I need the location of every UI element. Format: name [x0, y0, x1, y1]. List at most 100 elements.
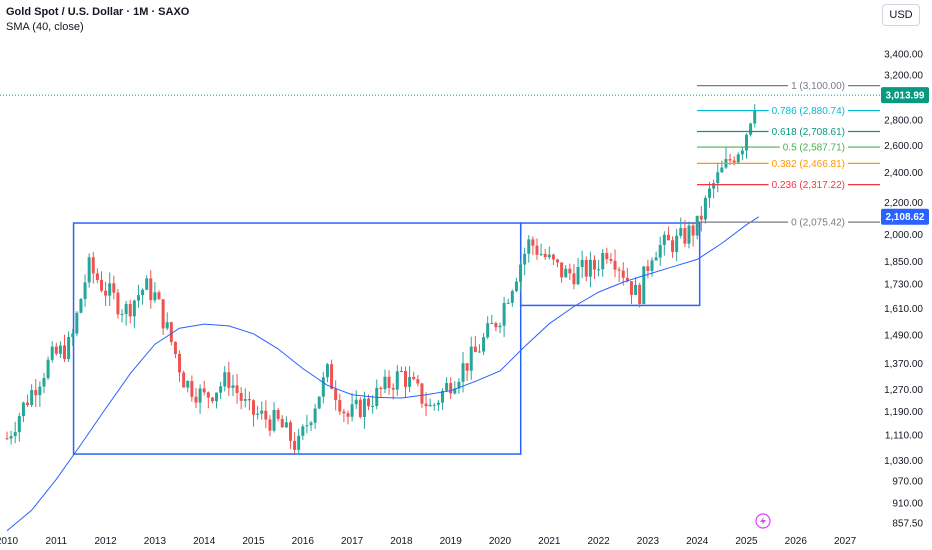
candle — [358, 397, 362, 419]
candle — [186, 380, 190, 393]
candle — [617, 266, 621, 283]
candle — [17, 412, 21, 442]
candle — [642, 266, 646, 305]
price-tick-label: 1,270.00 — [884, 385, 923, 396]
candle — [745, 133, 748, 159]
candle — [71, 328, 75, 347]
candle — [342, 408, 346, 423]
candle — [190, 375, 194, 402]
candle — [609, 252, 613, 264]
price-tick-label: 1,030.00 — [884, 456, 923, 467]
candle — [531, 236, 535, 256]
fib-level[interactable]: 0.382 (2,466.81) — [697, 157, 880, 171]
fib-level[interactable]: 0 (2,075.42) — [697, 216, 880, 230]
lightning-icon[interactable] — [755, 513, 771, 529]
time-axis[interactable]: 2010 2011 2012 2013 2014 2015 2016 2017 2018 2019… — [0, 536, 857, 547]
candle — [629, 281, 633, 304]
candle — [252, 399, 255, 427]
candle — [268, 415, 272, 437]
candle — [223, 366, 227, 392]
candle — [613, 249, 617, 278]
candle — [601, 248, 605, 277]
fib-level[interactable]: 0.618 (2,708.61) — [697, 126, 880, 140]
candle — [112, 275, 116, 300]
fib-level[interactable]: 0.236 (2,317.22) — [697, 179, 880, 193]
candle — [325, 362, 329, 383]
candle — [161, 299, 165, 335]
candle — [519, 260, 523, 292]
fib-level-label: 0 (2,075.42) — [791, 218, 845, 229]
candle — [194, 387, 198, 408]
candle — [399, 366, 403, 373]
candle — [592, 255, 596, 280]
time-tick-label: 2014 — [193, 536, 216, 547]
candle — [42, 373, 46, 394]
candle — [215, 392, 219, 409]
time-tick-label: 2013 — [144, 536, 167, 547]
candle — [732, 156, 736, 166]
candle — [502, 296, 506, 338]
time-tick-label: 2024 — [686, 536, 709, 547]
candle — [120, 309, 124, 323]
price-tick-label: 1,110.00 — [885, 431, 924, 442]
candle — [297, 428, 301, 455]
candle — [436, 399, 440, 412]
symbol-title[interactable]: Gold Spot / U.S. Dollar · 1M · SAXO — [6, 6, 190, 18]
fib-level-label: 0.618 (2,708.61) — [772, 127, 845, 138]
candle — [124, 300, 128, 326]
sma-line — [6, 216, 760, 532]
indicator-label[interactable]: SMA (40, close) — [6, 21, 84, 33]
candle — [182, 370, 186, 388]
price-tick-label: 3,400.00 — [884, 50, 923, 61]
candle — [301, 424, 305, 440]
candle — [30, 384, 34, 408]
candle — [34, 379, 38, 407]
time-tick-label: 2026 — [785, 536, 808, 547]
candle — [313, 403, 317, 429]
candle — [605, 247, 609, 264]
candle — [116, 288, 120, 319]
candle — [231, 374, 235, 397]
candle — [482, 332, 486, 356]
candle — [5, 431, 9, 440]
range-box-1[interactable] — [72, 222, 522, 455]
candle — [576, 257, 580, 286]
candle — [334, 380, 338, 411]
candle — [227, 361, 231, 396]
candle — [473, 335, 477, 353]
price-tags: 3,013.99 2,108.62 — [881, 87, 929, 225]
candle — [108, 272, 112, 306]
range-box-2[interactable] — [519, 222, 701, 307]
candle — [753, 104, 757, 128]
candle — [724, 147, 728, 169]
candle — [486, 316, 490, 339]
svg-text:3,013.99: 3,013.99 — [886, 91, 925, 102]
candle — [395, 365, 399, 396]
fib-level[interactable]: 0.786 (2,880.74) — [697, 105, 880, 119]
candle — [498, 322, 502, 334]
candles — [5, 104, 757, 455]
time-tick-label: 2017 — [341, 536, 364, 547]
candle — [506, 298, 510, 304]
price-axis[interactable]: 3,400.00 3,200.00 2,800.00 2,600.00 2,400.00… — [884, 50, 923, 530]
candle — [749, 122, 753, 137]
candle — [317, 396, 321, 410]
price-tick-label: 857.50 — [892, 518, 923, 529]
fib-level-label: 0.382 (2,466.81) — [772, 159, 845, 170]
candle — [560, 262, 564, 283]
candle — [572, 264, 576, 290]
candle — [136, 284, 140, 308]
fib-level[interactable]: 0.5 (2,587.71) — [697, 141, 880, 155]
candle — [210, 396, 214, 404]
candle — [173, 341, 177, 359]
fibonacci-levels[interactable]: 1 (3,100.00) 0.786 (2,880.74) 0.618 (2,708… — [697, 80, 880, 230]
candle — [424, 392, 428, 417]
currency-button[interactable]: USD — [882, 4, 920, 26]
candle — [375, 379, 379, 410]
candle — [280, 415, 284, 428]
candle — [580, 250, 584, 279]
candle — [293, 432, 297, 454]
candle — [494, 321, 498, 332]
fib-level[interactable]: 1 (3,100.00) — [697, 80, 880, 94]
